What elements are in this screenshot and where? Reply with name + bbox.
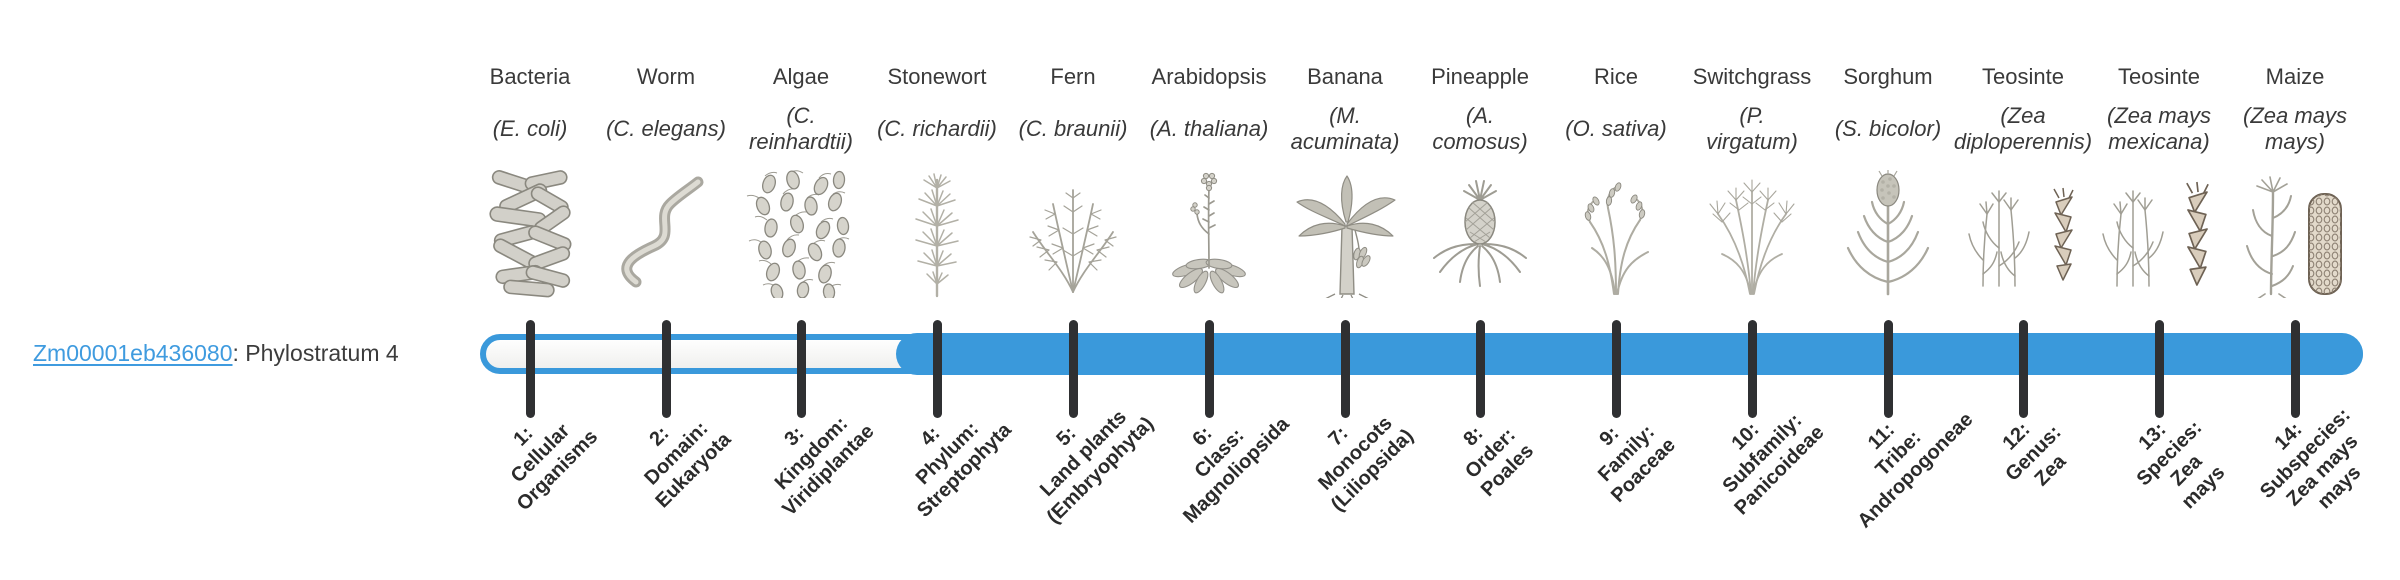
rice-illustration (1556, 170, 1676, 298)
tick-mark (1341, 320, 1350, 418)
sorghum-illustration (1828, 170, 1948, 298)
pineapple-illustration (1420, 170, 1540, 298)
algae-illustration (741, 170, 861, 298)
tick-mark (2291, 320, 2300, 418)
organism-scientific-name: (S. bicolor) (1834, 116, 1942, 142)
organism-scientific-name: (M. acuminata) (1290, 103, 1400, 154)
organism-name: Pineapple (1431, 64, 1529, 89)
organism-scientific-name: (E. coli) (492, 116, 568, 142)
tick-mark (526, 320, 535, 418)
gene-link[interactable]: Zm00001eb436080 (33, 340, 233, 366)
phylostratum-label: 10: Subfamily: Panicoideae (1718, 409, 1829, 520)
phylostratum-label: 3: Kingdom: Viridiplantae (770, 412, 879, 521)
tick-mark (2155, 320, 2164, 418)
organism-name: Algae (772, 64, 830, 89)
organism-name: Fern (1050, 64, 1096, 89)
tick-mark (1884, 320, 1893, 418)
bacteria-illustration (470, 170, 590, 298)
phylostratum-label: 5: Land plants (Embryophyta) (1035, 406, 1159, 529)
organism-name: Arabidopsis (1151, 64, 1267, 89)
phylostratum-label: 7: Monocots (Liliopsida) (1314, 412, 1418, 516)
phylostratum-label: 14: Subspecies: Zea mays mays (2256, 404, 2366, 514)
tick-mark (797, 320, 806, 418)
organism-name: Rice (1593, 64, 1638, 89)
tick-mark (1069, 320, 1078, 418)
organism-name: Banana (1307, 64, 1383, 89)
switchgrass-illustration (1692, 170, 1812, 298)
organism-scientific-name: (C. elegans) (606, 116, 726, 142)
organism-scientific-name: (C. richardii) (877, 116, 997, 142)
organism-name: Teosinte (2118, 64, 2200, 89)
phylostratum-label: 4: Phylum: Streptophyta (911, 417, 1016, 522)
tick-mark (1748, 320, 1757, 418)
organism-name: Stonewort (887, 64, 987, 89)
worm-illustration (606, 170, 726, 298)
organism-name: Maize (2265, 64, 2325, 89)
phylostratum-label: 11: Tribe: Andropogoneae (1853, 408, 1978, 533)
phylostratum-label: 6: Class: Magnoliopsida (1179, 413, 1294, 528)
organism-name: Bacteria (489, 64, 571, 89)
fern-illustration (1013, 170, 1133, 298)
phylostratum-label: 9: Family: Poaceae (1593, 420, 1680, 507)
organism-scientific-name: (C. braunii) (1018, 116, 1128, 142)
organism-name: Teosinte (1982, 64, 2064, 89)
phylostratum-text: : Phylostratum 4 (232, 340, 399, 366)
organism-scientific-name: (A. thaliana) (1149, 116, 1269, 142)
organism-scientific-name: (Zea diploperennis) (1953, 103, 2093, 154)
tick-mark (1476, 320, 1485, 418)
maize-illustration (2235, 170, 2355, 298)
teosinte-illustration (2099, 170, 2219, 298)
organism-name: Switchgrass (1692, 64, 1812, 89)
tick-mark (1612, 320, 1621, 418)
organism-scientific-name: (Zea mays mays) (2243, 103, 2347, 154)
tick-mark (662, 320, 671, 418)
organism-name: Worm (636, 64, 696, 89)
phylostratum-label: 13: Species: Zea mays (2132, 416, 2230, 514)
tick-mark (933, 320, 942, 418)
organism-scientific-name: (C. reinhardtii) (749, 103, 853, 154)
banana-illustration (1285, 170, 1405, 298)
teosinte-illustration (1963, 170, 2083, 298)
organism-scientific-name: (O. sativa) (1565, 116, 1667, 142)
phylostratum-label: 1: Cellular Organisms (506, 419, 603, 516)
organism-scientific-name: (A. comosus) (1432, 103, 1528, 154)
organism-scientific-name: (Zea mays mexicana) (2107, 103, 2211, 154)
phylostratum-fill-bar (896, 333, 2363, 375)
tick-mark (2019, 320, 2028, 418)
organism-scientific-name: (P. virgatum) (1706, 103, 1798, 154)
tick-mark (1205, 320, 1214, 418)
organism-name: Sorghum (1843, 64, 1933, 89)
phylostratum-label: 8: Order: Poales (1459, 422, 1538, 502)
arabidopsis-illustration (1149, 170, 1269, 298)
gene-label: Zm00001eb436080: Phylostratum 4 (33, 340, 399, 367)
stonewort-illustration (877, 170, 997, 298)
phylostratum-label: 12: Genus: Zea (1998, 418, 2071, 491)
phylostratum-label: 2: Domain: Eukaryota (640, 417, 736, 513)
